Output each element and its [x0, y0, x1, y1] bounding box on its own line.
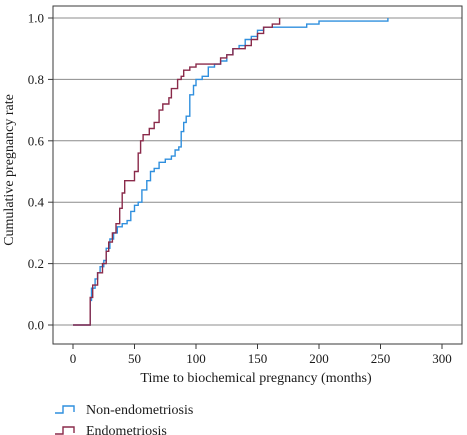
- x-tick-label-3: 150: [248, 351, 268, 366]
- gridlines: [53, 17, 462, 326]
- x-axis-title: Time to biochemical pregnancy (months): [140, 371, 372, 386]
- legend-item-non-endometriosis: Non-endometriosis: [55, 403, 193, 418]
- y-axis: 0.0 0.2 0.4 0.6 0.8 1.0: [28, 11, 53, 333]
- x-tick-label-1: 50: [128, 351, 141, 366]
- y-tick-label-5: 1.0: [28, 11, 44, 26]
- legend-item-endometriosis: Endometriosis: [55, 424, 167, 435]
- y-tick-label-0: 0.0: [28, 318, 44, 333]
- x-tick-label-5: 250: [371, 351, 391, 366]
- x-tick-label-4: 200: [309, 351, 329, 366]
- x-tick-label-6: 300: [432, 351, 452, 366]
- series-layer: [73, 18, 389, 326]
- y-tick-label-1: 0.2: [28, 256, 44, 271]
- series-line-endometriosis: [73, 18, 281, 326]
- x-tick-label-0: 0: [70, 351, 77, 366]
- legend-label-non-endometriosis: Non-endometriosis: [86, 403, 193, 418]
- y-tick-label-3: 0.6: [28, 133, 45, 148]
- legend: Non-endometriosis Endometriosis: [55, 403, 193, 435]
- y-axis-title: Cumulative pregnancy rate: [2, 94, 17, 246]
- y-tick-label-4: 0.8: [28, 72, 44, 87]
- legend-swatch-non-endometriosis: [55, 405, 75, 414]
- legend-swatch-endometriosis: [55, 426, 75, 435]
- series-line-non-endometriosis: [73, 18, 389, 326]
- x-tick-label-2: 100: [186, 351, 206, 366]
- legend-label-endometriosis: Endometriosis: [86, 424, 167, 435]
- plot-frame: [52, 5, 463, 345]
- x-axis: 0 50 100 150 200 250 300: [70, 344, 452, 366]
- y-tick-label-2: 0.4: [28, 195, 45, 210]
